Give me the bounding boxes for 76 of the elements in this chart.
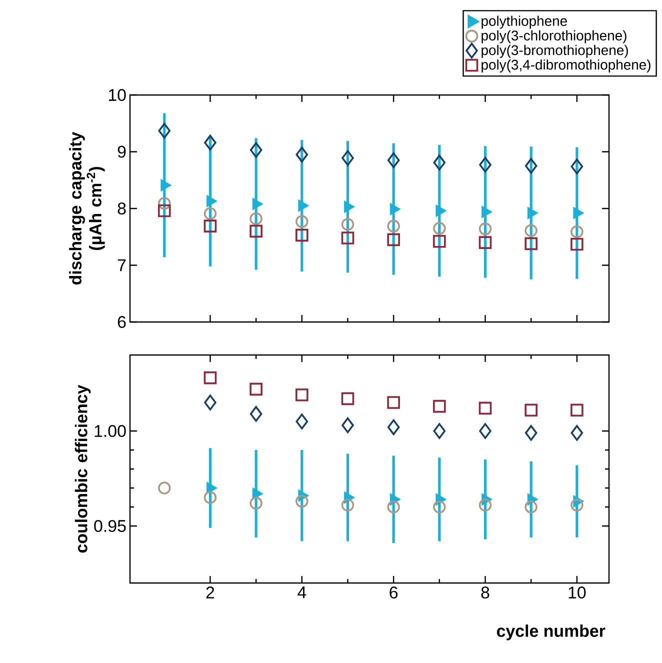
point [570,238,584,251]
point [387,500,400,514]
point [387,233,400,246]
y-tick-label: 8 [118,202,126,214]
point [570,225,584,238]
point [479,156,492,173]
point [524,404,538,416]
point [570,404,584,416]
point [204,394,216,410]
point [478,498,492,512]
point [341,498,354,512]
point [433,400,446,413]
point [250,212,262,226]
legend-label: polythiophene [482,16,567,29]
point [341,392,354,406]
y-tick-label: 9 [118,146,126,158]
x-tick-label: 4 [298,586,306,598]
y-axis-title: coulombic efficiency [74,384,91,553]
point [524,425,538,441]
x-tick-label: 6 [390,586,398,599]
point [387,396,400,409]
point [250,406,262,422]
legend-label: poly(3-chlorothiophene) [482,30,626,44]
point [341,232,354,244]
point [250,224,262,238]
point [158,482,171,494]
point [479,423,492,439]
point [204,371,217,384]
point [295,388,308,402]
point [433,154,446,170]
x-tick-label: 2 [206,586,214,598]
point [296,146,308,162]
legend-label: poly(3-bromothiophene) [482,44,628,58]
point [387,152,400,168]
point [295,494,308,508]
point [204,491,217,504]
point [342,150,354,166]
point [295,215,308,228]
point [524,500,538,514]
point [341,218,354,231]
y-tick-label: 6 [118,316,126,328]
x-tick-label: 8 [481,586,490,599]
point [524,237,538,250]
point [433,500,446,514]
point [295,228,308,242]
point [204,134,216,151]
point [433,423,446,439]
point [478,222,492,236]
y-tick-label: 7 [118,259,126,272]
point [250,142,262,158]
point [204,207,217,220]
point [478,236,492,249]
x-tick-label: 10 [568,586,586,599]
point [387,419,400,436]
point [204,220,217,232]
point [250,382,262,396]
point [433,235,446,248]
point [524,224,538,238]
y-tick-label: 1.00 [94,425,126,437]
point [570,425,584,441]
legend-label: poly(3,4-dibromothiophene) [482,59,650,72]
point [433,222,446,235]
point [524,158,538,174]
point [158,196,171,210]
point [387,220,400,232]
point [296,414,308,430]
point [570,498,584,512]
point [342,417,354,434]
point [250,496,262,510]
y-tick-label: 0.95 [94,520,126,532]
y-tick-label: 10 [108,88,126,101]
point [158,122,171,139]
point [158,204,171,218]
point [570,158,584,174]
x-axis-title: cycle number [496,624,606,640]
point [478,402,492,415]
